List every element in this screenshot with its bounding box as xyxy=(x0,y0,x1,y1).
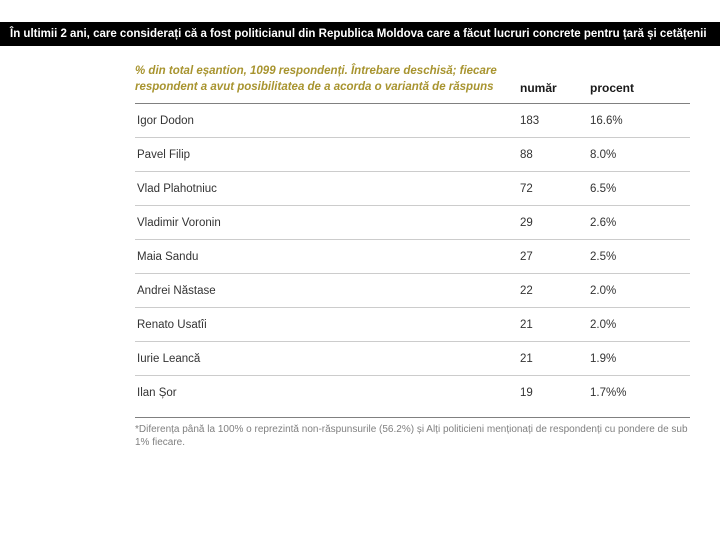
percent-value: 2.0% xyxy=(590,285,670,297)
table-row: Igor Dodon18316.6% xyxy=(135,104,690,138)
count-value: 19 xyxy=(520,387,590,399)
footnote-text: *Diferența până la 100% o reprezintă non… xyxy=(135,423,690,449)
table-row: Vlad Plahotniuc726.5% xyxy=(135,172,690,206)
table-row: Vladimir Voronin292.6% xyxy=(135,206,690,240)
question-text: În ultimii 2 ani, care considerați că a … xyxy=(10,28,707,40)
results-table: % din total eșantion, 1099 respondenți. … xyxy=(135,64,690,409)
count-value: 183 xyxy=(520,115,590,127)
table-body: Igor Dodon18316.6%Pavel Filip888.0%Vlad … xyxy=(135,104,690,409)
politician-name: Vlad Plahotniuc xyxy=(135,183,520,195)
percent-value: 8.0% xyxy=(590,149,670,161)
politician-name: Andrei Năstase xyxy=(135,285,520,297)
table-row: Iurie Leancă211.9% xyxy=(135,342,690,376)
percent-value: 1.9% xyxy=(590,353,670,365)
percent-value: 2.5% xyxy=(590,251,670,263)
percent-value: 6.5% xyxy=(590,183,670,195)
politician-name: Maia Sandu xyxy=(135,251,520,263)
percent-value: 2.0% xyxy=(590,319,670,331)
table-row: Andrei Năstase222.0% xyxy=(135,274,690,308)
politician-name: Iurie Leancă xyxy=(135,353,520,365)
count-value: 29 xyxy=(520,217,590,229)
count-value: 27 xyxy=(520,251,590,263)
count-value: 22 xyxy=(520,285,590,297)
politician-name: Vladimir Voronin xyxy=(135,217,520,229)
politician-name: Ilan Șor xyxy=(135,387,520,399)
footnote-container: *Diferența până la 100% o reprezintă non… xyxy=(135,417,690,449)
table-header: % din total eșantion, 1099 respondenți. … xyxy=(135,64,690,104)
table-row: Maia Sandu272.5% xyxy=(135,240,690,274)
column-header-procent: procent xyxy=(590,81,670,95)
table-row: Pavel Filip888.0% xyxy=(135,138,690,172)
percent-value: 1.7%% xyxy=(590,387,670,399)
table-row: Ilan Șor191.7%% xyxy=(135,376,690,409)
politician-name: Pavel Filip xyxy=(135,149,520,161)
percent-value: 16.6% xyxy=(590,115,670,127)
count-value: 72 xyxy=(520,183,590,195)
politician-name: Igor Dodon xyxy=(135,115,520,127)
percent-value: 2.6% xyxy=(590,217,670,229)
count-value: 21 xyxy=(520,353,590,365)
count-value: 21 xyxy=(520,319,590,331)
question-header: În ultimii 2 ani, care considerați că a … xyxy=(0,22,720,46)
description-cell: % din total eșantion, 1099 respondenți. … xyxy=(135,64,520,95)
count-value: 88 xyxy=(520,149,590,161)
table-row: Renato Usatîi212.0% xyxy=(135,308,690,342)
column-header-numar: număr xyxy=(520,81,590,95)
politician-name: Renato Usatîi xyxy=(135,319,520,331)
description-text: % din total eșantion, 1099 respondenți. … xyxy=(135,64,505,95)
